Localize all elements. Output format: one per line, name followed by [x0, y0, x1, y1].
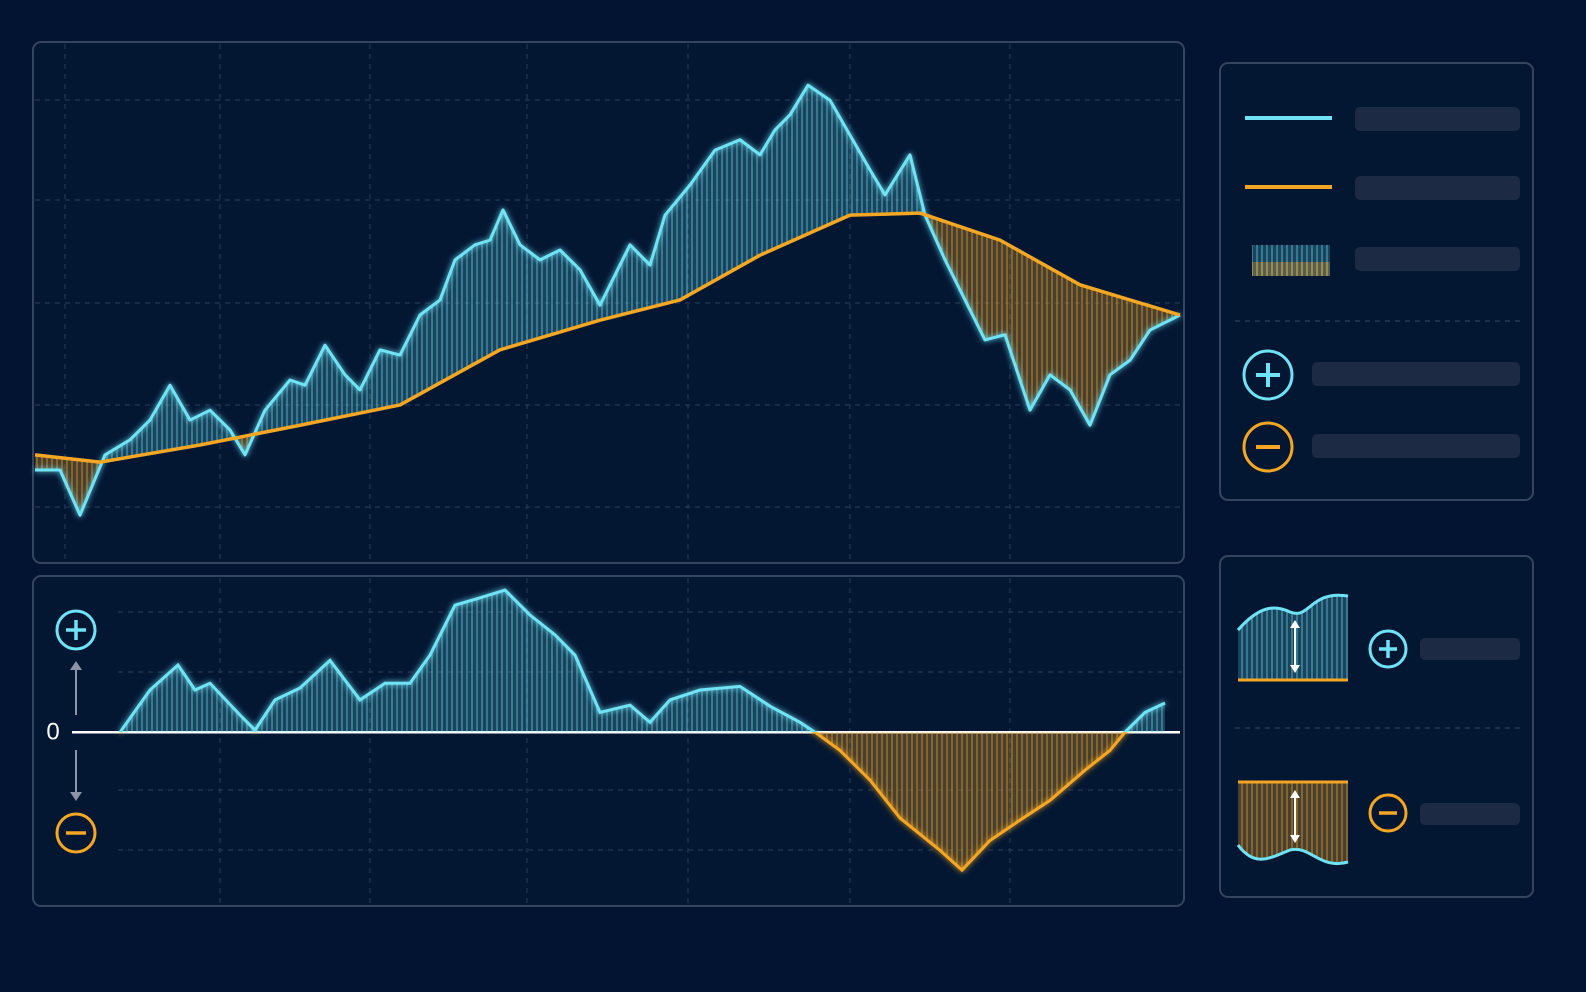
guide [1235, 593, 1520, 866]
y-tick-label: 0 [46, 719, 59, 746]
legend [1235, 107, 1520, 473]
series-line [35, 83, 1181, 517]
area-fill-negative [120, 732, 1165, 871]
area-line-positive [118, 588, 1166, 733]
legend-panel [1219, 62, 1534, 501]
spread-panel [32, 575, 1185, 907]
spread-fill-positive [35, 85, 1180, 463]
spread-axis-icons [55, 609, 97, 854]
series-line [34, 211, 1181, 464]
area-line-negative [118, 732, 1166, 873]
grid [35, 44, 1182, 904]
area-fill-positive [120, 590, 1165, 733]
area-line [118, 588, 1166, 873]
